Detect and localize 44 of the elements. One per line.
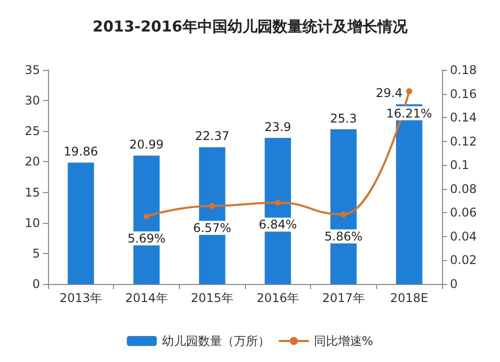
y2-tick-label: 0.04 [450,229,477,244]
y2-tick-label: 0.08 [450,182,477,196]
legend-label: 幼儿园数量（万所） [162,334,270,348]
point [340,211,346,218]
data-label: 25.3 [330,111,357,126]
y2-tick-label: 0 [450,277,458,291]
x-tick-label: 2013年 [60,291,102,305]
x-tick-label: 2016年 [256,291,300,305]
data-label: 29.4 [376,86,403,100]
point [406,88,412,94]
y2-tick-label: 0.1 [450,158,470,172]
data-label: 23.9 [264,120,292,134]
bar [68,162,94,284]
x-tick-label: 2015年 [190,291,234,305]
y2-tick-label: 0.18 [450,63,477,77]
point [144,213,150,220]
data-label: 19.86 [64,144,98,159]
x-tick-label: 2017年 [322,291,365,305]
legend-label: 同比增速% [314,334,374,348]
data-label: 5.69% [127,231,166,246]
chart-title: 2013-2016年中国幼儿园数量统计及增长情况 [92,18,408,36]
y2-tick-label: 0.06 [450,206,477,220]
data-label: 16.21% [386,106,432,120]
y2-tick-label: 0.16 [450,86,477,101]
y2-tick-label: 0.14 [450,110,477,125]
data-label: 6.84% [258,218,297,232]
data-label: 5.86% [324,229,363,244]
y-tick-label: 20 [24,154,40,169]
point [209,202,216,209]
y-tick-label: 5 [32,246,40,260]
y2-tick-label: 0.02 [450,253,477,268]
y-tick-label: 10 [24,216,40,230]
point [274,200,281,206]
y-tick-label: 15 [24,185,40,200]
x-tick-label: 2018E [390,291,428,305]
data-label: 20.99 [129,138,164,152]
y-tick-label: 30 [24,94,40,108]
y-tick-label: 0 [32,277,40,291]
y-tick-label: 25 [24,124,40,138]
y2-tick-label: 0.12 [450,134,477,148]
data-label: 22.37 [194,129,230,144]
data-label: 6.57% [193,220,232,235]
y-tick-label: 35 [24,63,40,77]
x-tick-label: 2014年 [125,291,168,305]
